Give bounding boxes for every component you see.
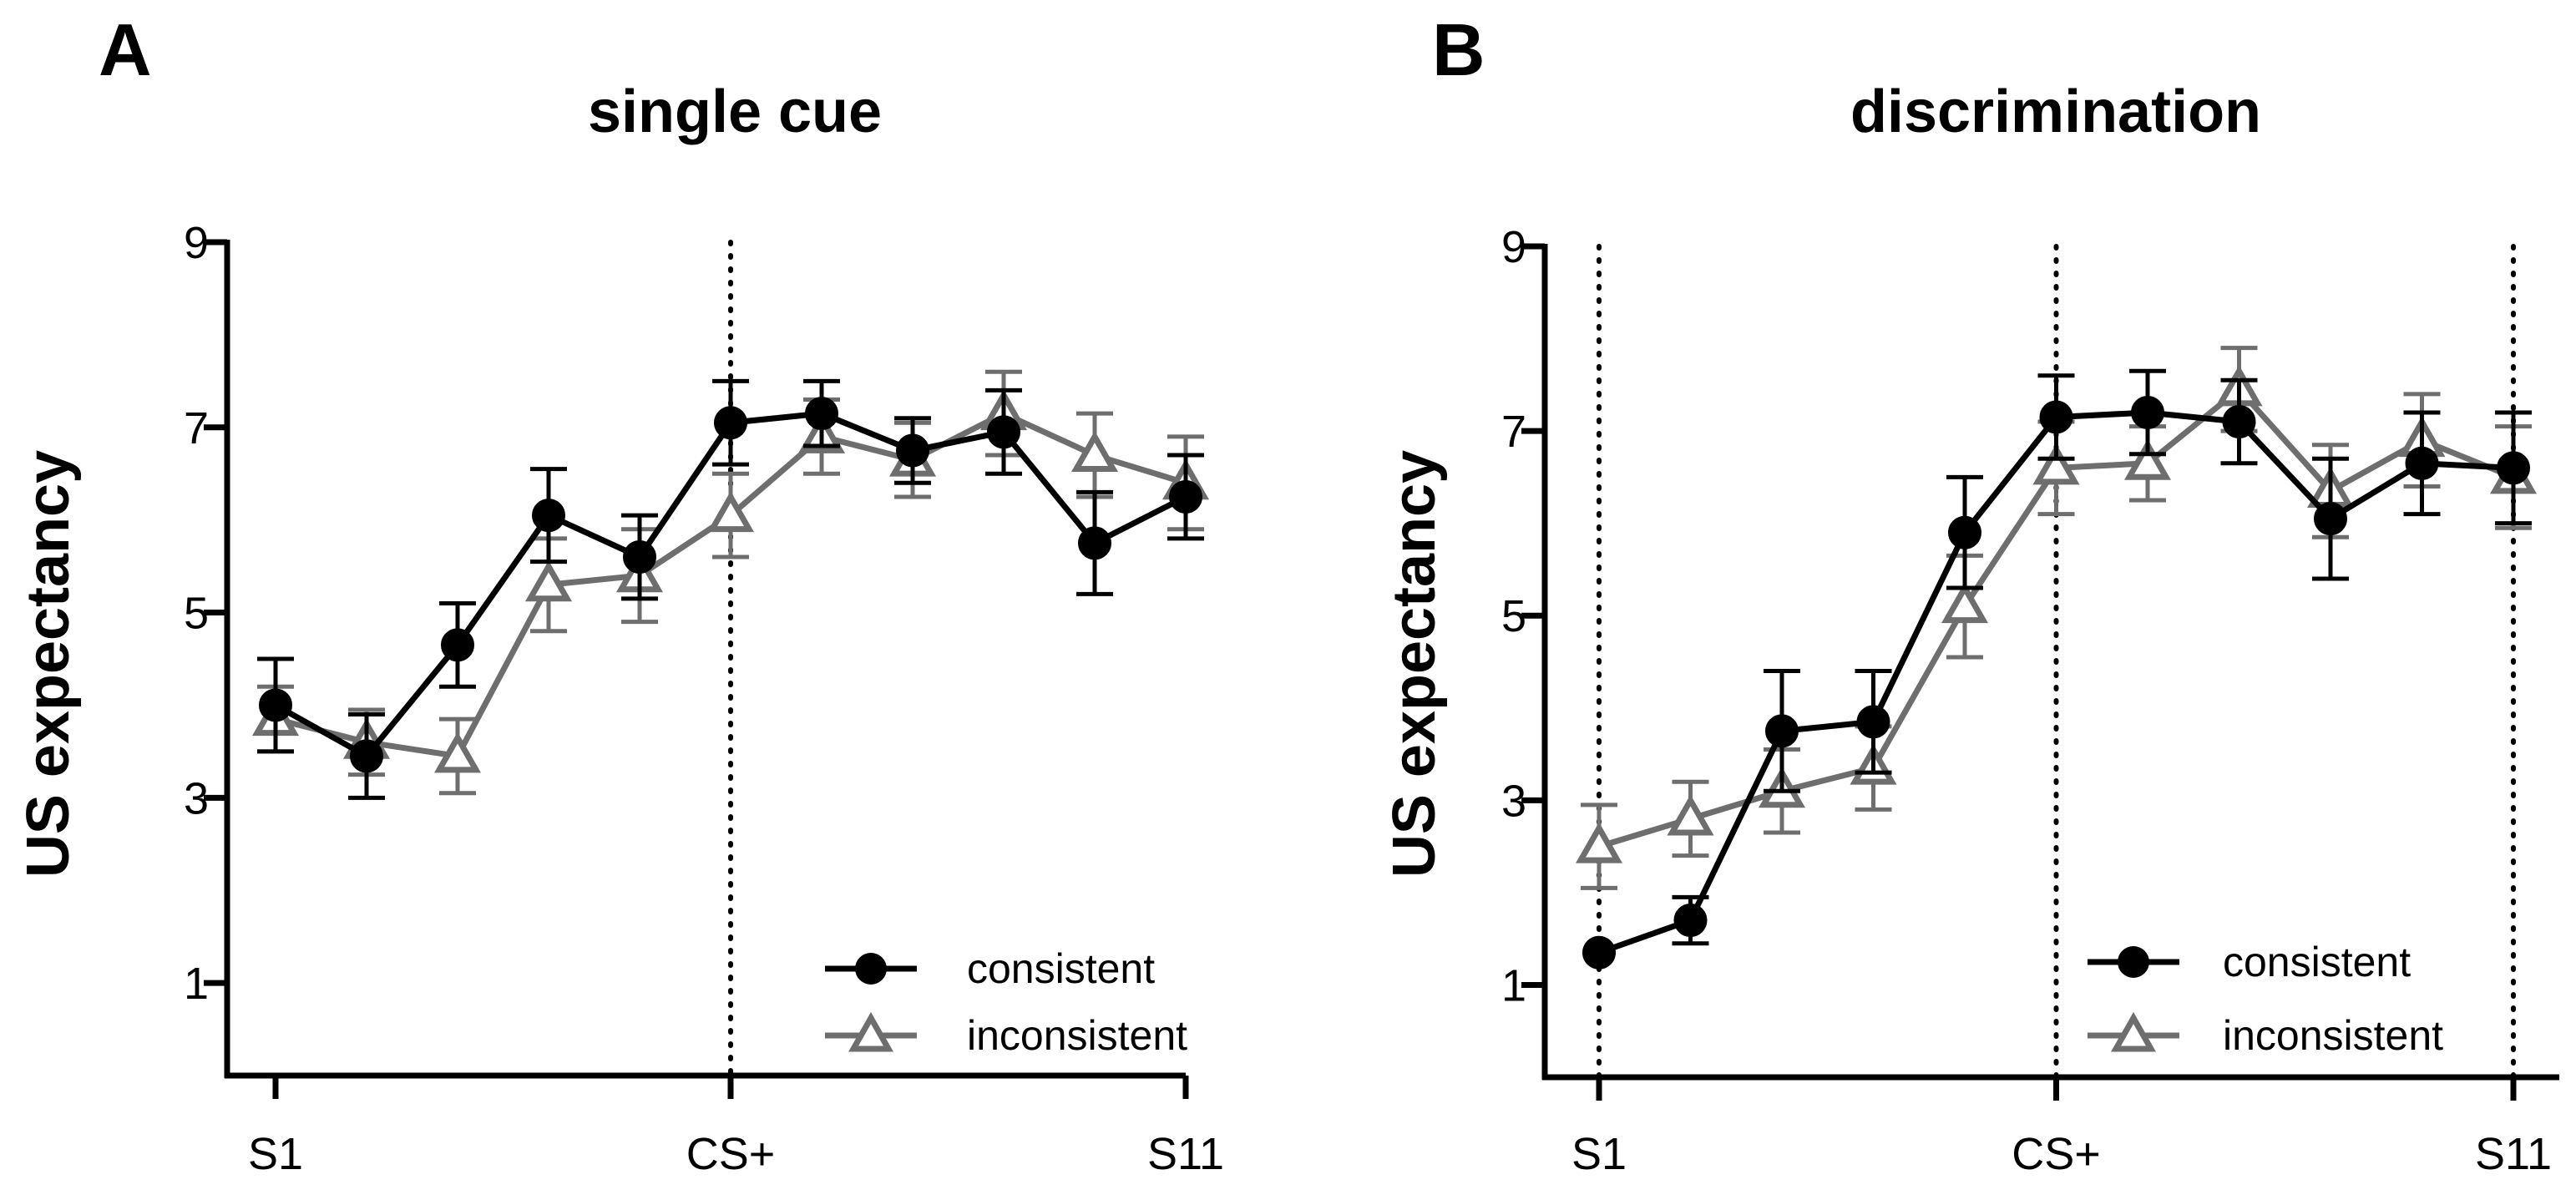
x-tick-label: S11: [1147, 1129, 1224, 1179]
data-point: [2497, 451, 2530, 485]
y-tick-label: 7: [1501, 407, 1526, 457]
legend-label-inconsistent: inconsistent: [967, 1012, 1187, 1059]
data-point: [623, 540, 656, 575]
legend-label-consistent: consistent: [2223, 939, 2411, 985]
data-point: [714, 406, 747, 440]
data-point: [259, 688, 292, 722]
data-point: [350, 739, 383, 773]
legend-label-consistent: consistent: [967, 945, 1155, 992]
plot-area: 1 3 5 7 9 S1 CS+ S11: [1501, 222, 2559, 1179]
data-point: [1582, 935, 1616, 970]
data-point: [2131, 396, 2164, 429]
data-point: [896, 433, 929, 468]
data-point: [987, 415, 1020, 449]
series-consistent: [1582, 368, 2532, 970]
legend: consistent inconsistent: [825, 945, 1187, 1059]
panel-letter-b: B: [1432, 8, 1485, 91]
legend-marker-inconsistent: [2110, 1011, 2157, 1052]
legend: consistent inconsistent: [2088, 939, 2443, 1059]
data-point: [1667, 794, 1714, 836]
data-point: [441, 628, 474, 662]
y-tick-label: 7: [184, 403, 209, 453]
legend-marker-inconsistent: [848, 1011, 894, 1052]
data-point: [2032, 443, 2080, 485]
data-point: [1078, 526, 1111, 560]
data-point: [2039, 400, 2073, 434]
data-point: [2314, 502, 2347, 536]
legend-label-inconsistent: inconsistent: [2223, 1012, 2443, 1059]
data-point: [1765, 714, 1799, 748]
data-point: [1673, 904, 1708, 938]
y-tick-label: 1: [1501, 960, 1526, 1010]
data-point: [433, 732, 482, 773]
y-tick-label: 3: [184, 773, 209, 823]
x-tick-label: S1: [1571, 1129, 1627, 1179]
x-tick-label: S11: [2475, 1129, 2552, 1179]
data-point: [1070, 430, 1119, 473]
legend-marker-consistent: [855, 953, 887, 985]
panel-discrimination: B discrimination US expectancy 1 3 5 7 9 S1 CS…: [1381, 8, 2559, 1179]
data-point: [1575, 822, 1623, 863]
y-tick-label: 1: [184, 959, 209, 1009]
data-point: [706, 491, 755, 533]
data-point: [524, 560, 573, 602]
plot-area: 1 3 5 7 9 S1 CS+ S11: [184, 218, 1224, 1179]
data-point: [1169, 479, 1202, 514]
data-point: [1948, 515, 1981, 549]
y-tick-label: 5: [184, 589, 209, 639]
y-tick-label: 9: [184, 218, 209, 268]
data-point: [805, 397, 838, 431]
y-axis-title: US expectancy: [15, 450, 82, 878]
data-point: [2405, 446, 2439, 480]
panel-single-cue: A single cue US expectancy 1 3 5 7 9 S1 CS+ S11…: [15, 8, 1224, 1179]
x-tick-label: S1: [248, 1129, 303, 1179]
data-point: [1941, 582, 1989, 624]
data-point: [1856, 705, 1890, 739]
y-tick-label: 3: [1501, 776, 1526, 826]
legend-marker-consistent: [2118, 946, 2149, 978]
x-tick-label: CS+: [2012, 1129, 2101, 1179]
y-tick-label: 5: [1501, 591, 1526, 641]
data-point: [2123, 438, 2172, 480]
x-tick-label: CS+: [686, 1129, 776, 1179]
series-consistent: [257, 378, 1204, 800]
data-point: [532, 499, 565, 533]
y-tick-label: 9: [1501, 222, 1526, 272]
panel-title-single-cue: single cue: [588, 78, 882, 145]
y-axis-title: US expectancy: [1381, 450, 1448, 878]
data-point: [2222, 405, 2256, 439]
panel-title-discrimination: discrimination: [1850, 78, 2261, 145]
panel-letter-a: A: [99, 8, 152, 91]
